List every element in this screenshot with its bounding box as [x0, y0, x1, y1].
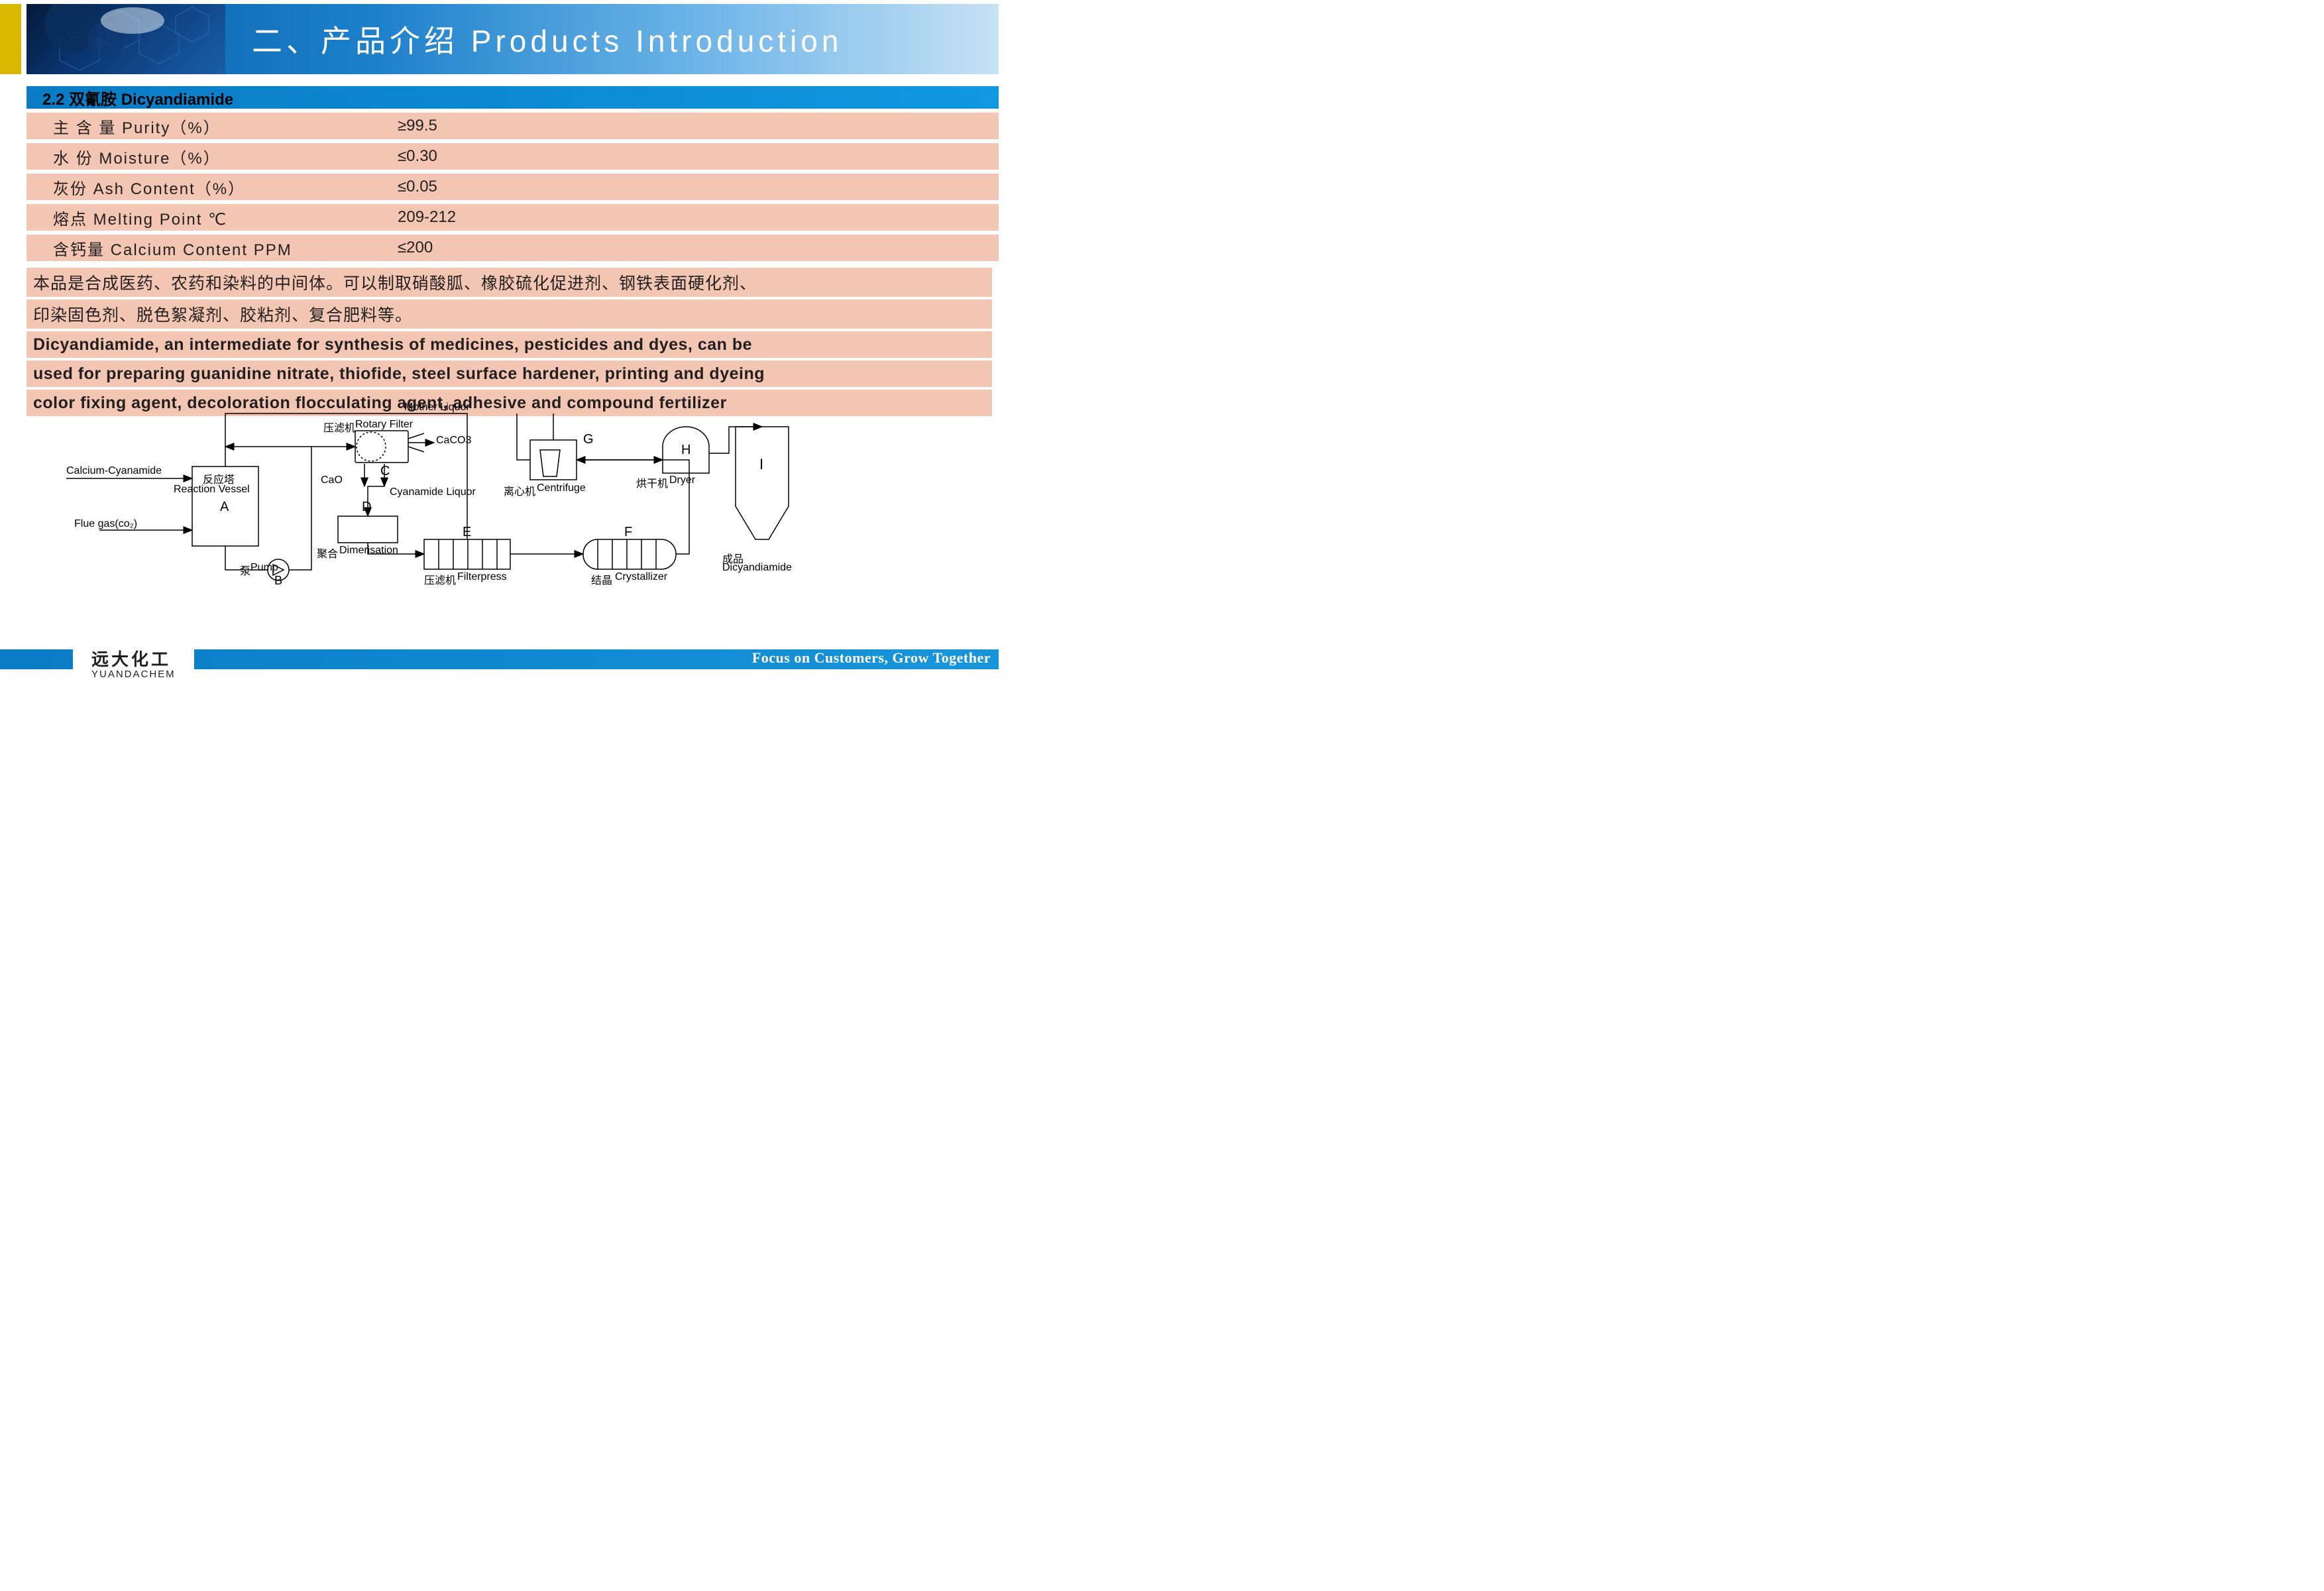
node-letter: H — [681, 443, 691, 458]
description-block: 本品是合成医药、农药和染料的中间体。可以制取硝酸胍、橡胶硫化促进剂、钢铁表面硬化… — [27, 268, 992, 419]
node-label-cn: 泵 — [240, 562, 250, 578]
spec-value: ≤200 — [398, 239, 999, 257]
flowchart-svg — [53, 400, 968, 639]
spec-row: 灰份 Ash Content（%） ≤0.05 — [27, 174, 999, 200]
description-line-en: Dicyandiamide, an intermediate for synth… — [27, 331, 992, 358]
node-label-en: Dimerisation — [339, 545, 398, 557]
node-label-cn: 压滤机 — [323, 419, 355, 435]
node-letter: C — [380, 464, 390, 479]
company-name-en: YUANDACHEM — [91, 669, 176, 681]
description-line-en: used for preparing guanidine nitrate, th… — [27, 360, 992, 387]
spec-row: 熔点 Melting Point ℃ 209-212 — [27, 204, 999, 231]
footer-tagline: Focus on Customers, Grow Together — [752, 649, 991, 667]
node-label-cn: 烘干机 — [636, 474, 668, 490]
spec-value: ≥99.5 — [398, 117, 999, 135]
spec-row: 主 含 量 Purity（%） ≥99.5 — [27, 113, 999, 139]
node-letter: I — [759, 456, 763, 473]
node-output: Cyanamide Liquor — [390, 486, 476, 498]
spec-value: ≤0.05 — [398, 178, 999, 196]
company-name-cn: 远大化工 — [91, 650, 176, 669]
spec-row: 水 份 Moisture（%） ≤0.30 — [27, 143, 999, 170]
description-line-cn: 本品是合成医药、农药和染料的中间体。可以制取硝酸胍、橡胶硫化促进剂、钢铁表面硬化… — [27, 268, 992, 297]
node-letter: A — [220, 500, 229, 515]
node-label-cn: 离心机 — [504, 482, 535, 498]
node-label-en: Centrifuge — [537, 482, 586, 494]
diagram-input-label: Flue gas(co₂) — [74, 518, 137, 530]
diagram-top-label: Mother Liquor — [404, 402, 470, 413]
node-letter: F — [624, 525, 632, 540]
section-title-bar: 2.2 双氰胺 Dicyandiamide — [27, 86, 999, 109]
node-label-en: Pump — [250, 562, 278, 574]
header-graphic — [27, 4, 225, 74]
page-title: 二、产品介绍 Products Introduction — [252, 17, 842, 61]
node-label-en: Filterpress — [457, 571, 507, 583]
node-letter: D — [362, 500, 371, 515]
spec-table: 主 含 量 Purity（%） ≥99.5 水 份 Moisture（%） ≤0… — [27, 113, 999, 265]
description-line-cn: 印染固色剂、脱色絮凝剂、胶粘剂、复合肥料等。 — [27, 300, 992, 329]
node-output: CaO — [321, 474, 343, 486]
footer-logo: 远大化工 YUANDACHEM — [73, 649, 194, 681]
node-output: CaCO3 — [436, 435, 471, 447]
node-label-en: Crystallizer — [615, 571, 667, 583]
spec-label: 含钙量 Calcium Content PPM — [27, 237, 398, 260]
node-label-cn: 压滤机 — [424, 571, 456, 587]
spec-value: ≤0.30 — [398, 147, 999, 166]
node-letter: B — [274, 574, 282, 588]
spec-value: 209-212 — [398, 208, 999, 227]
node-label-en: Dicyandiamide — [722, 562, 792, 574]
node-label-en: Reaction Vessel — [174, 484, 250, 496]
node-label-cn: 结晶 — [591, 571, 612, 587]
diagram-input-label: Calcium-Cyanamide — [66, 465, 162, 477]
node-letter: G — [583, 432, 594, 447]
spec-label: 熔点 Melting Point ℃ — [27, 206, 398, 229]
spec-label: 水 份 Moisture（%） — [27, 145, 398, 168]
node-label-cn: 聚合 — [317, 545, 338, 561]
accent-stripe-top — [0, 4, 21, 74]
spec-label: 灰份 Ash Content（%） — [27, 176, 398, 199]
node-label-en: Rotary Filter — [355, 419, 413, 431]
node-letter: E — [463, 525, 471, 540]
header-banner: 二、产品介绍 Products Introduction — [27, 4, 999, 74]
spec-label: 主 含 量 Purity（%） — [27, 115, 398, 138]
node-label-en: Dryer — [669, 474, 695, 486]
section-number-title: 2.2 双氰胺 Dicyandiamide — [42, 86, 233, 109]
spec-row: 含钙量 Calcium Content PPM ≤200 — [27, 235, 999, 261]
process-flow-diagram: Calcium-Cyanamide Flue gas(co₂) 反应塔 Reac… — [53, 400, 968, 639]
